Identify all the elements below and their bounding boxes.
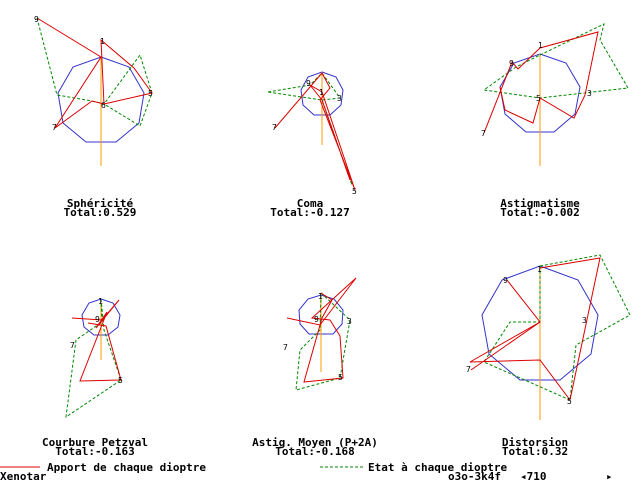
point-label: 9 [503,276,508,285]
panel-coma-diagram: 1 9 3 7 5 [267,71,357,196]
point-label: 5 [118,376,123,385]
point-label: 5 [338,373,343,382]
point-label: 1 [100,37,105,46]
legend-state-label: Etat à chaque dioptre [368,461,508,474]
status-code: o3o-3k4f [448,470,501,483]
point-label: 5 [567,397,572,406]
point-label: 1 [319,88,324,97]
point-label: 1 [537,265,542,274]
contribution-path [286,277,357,383]
panel-spherical-diagram: 1 9 5 7 6 [34,15,153,166]
point-label: 9 [314,315,319,324]
panel-astig-diagram: 1 9 3 7 5 [481,23,629,166]
state-path [267,72,353,186]
panel-title-astigmean: Astig. Moyen (P+2A) [252,436,378,449]
point-label: 7 [70,341,75,350]
point-label: 7 [52,123,57,132]
point-label: 5 [352,187,357,196]
panel-petzval-diagram: 1 9 7 5 [65,297,123,419]
point-label: 3 [337,94,342,103]
point-label: 1 [318,292,323,301]
point-label: 7 [283,343,288,352]
panel-title-distortion: Distorsion [501,436,569,449]
app-name: Xenotar [0,470,47,483]
contribution-path [71,299,122,382]
legend-contribution-label: Apport de chaque dioptre [47,461,206,474]
contribution-path [483,31,599,134]
panel-title-petzval: Courbure Petzval [42,436,148,449]
panel-title-astig: Astigmatisme [500,197,580,210]
point-label: 3 [587,89,592,98]
panel-title-spherical: Sphéricité [66,197,134,210]
point-label: 5 [536,94,541,103]
point-label: 3 [582,316,587,325]
contribution-path [36,17,153,129]
point-label: 1 [538,41,543,50]
point-label: 6 [101,101,106,110]
state-path [65,298,122,419]
panel-distortion-diagram: 1 9 3 7 5 [466,254,631,420]
contribution-path [274,72,356,191]
status-marker: ◂710 [520,470,547,483]
point-label: 9 [509,59,514,68]
next-arrow-icon[interactable]: ▸ [606,470,613,483]
panel-total-coma: Total:-0.127 [270,206,350,219]
point-label: 5 [148,89,153,98]
point-label: 7 [481,129,486,138]
panel-total-astig: Total:-0.002 [500,206,580,219]
point-label: 1 [98,297,103,306]
state-path [295,292,351,391]
contribution-path [469,257,601,402]
point-label: 9 [306,79,311,88]
point-label: 7 [272,123,277,132]
panel-total-spherical: Total:0.529 [63,206,137,219]
panel-title-coma: Coma [296,197,324,210]
state-path [36,17,153,127]
point-label: 7 [466,365,471,374]
panel-total-distortion: Total:0.32 [501,445,569,458]
point-label: 3 [347,317,352,326]
state-path [482,23,629,99]
panel-astigmean-diagram: 1 9 3 7 5 [283,277,357,391]
panel-total-petzval: Total:-0.163 [55,445,135,458]
point-label: 9 [95,315,100,324]
panel-total-astigmean: Total:-0.168 [275,445,355,458]
point-label: 9 [34,15,39,24]
